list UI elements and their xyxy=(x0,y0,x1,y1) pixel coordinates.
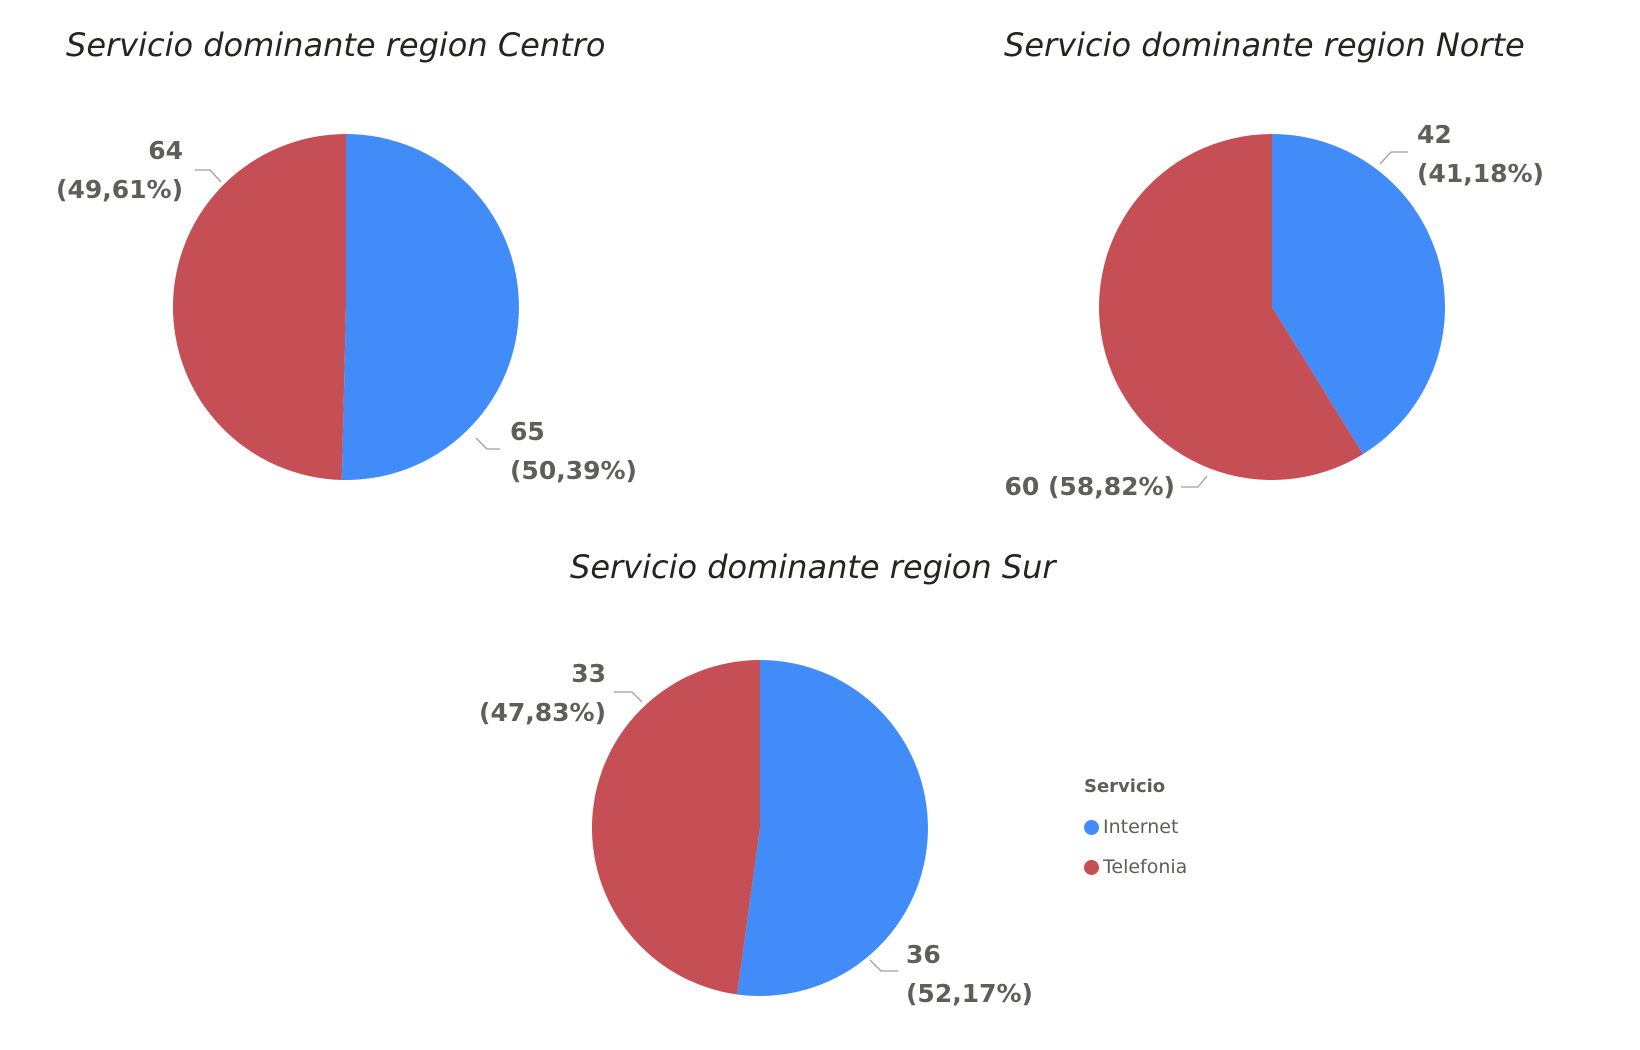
pie-slice-sur-telefonia[interactable] xyxy=(591,660,760,995)
chart-title-centro: Servicio dominante region Centro xyxy=(66,26,606,64)
data-label-centro-telefonia: 64 xyxy=(148,136,183,165)
legend-dot-internet xyxy=(1084,819,1099,835)
leader-line-sur-internet xyxy=(869,959,898,972)
pie-slice-centro-internet[interactable] xyxy=(341,134,519,480)
legend-title: Servicio xyxy=(1084,776,1166,797)
legend: Servicio Internet Telefonia xyxy=(1084,776,1187,887)
data-label-norte-internet: 42 xyxy=(1417,120,1452,149)
data-label-sur-telefonia: 33 xyxy=(571,659,606,688)
pie-slice-norte-telefonia[interactable] xyxy=(1099,134,1364,480)
data-label-norte-telefonia: 60 (58,82%) xyxy=(1005,472,1175,501)
chart-title-sur: Servicio dominante region Sur xyxy=(570,548,1056,586)
data-label-sur-internet: 36 xyxy=(906,940,941,969)
chart-title-norte: Servicio dominante region Norte xyxy=(1004,26,1525,64)
legend-dot-telefonia xyxy=(1084,859,1099,875)
pct-label-centro-telefonia: (49,61%) xyxy=(56,175,183,204)
legend-item-internet[interactable]: Internet xyxy=(1084,807,1187,847)
pie-slice-sur-internet[interactable] xyxy=(737,660,928,996)
pct-label-centro-internet: (50,39%) xyxy=(510,456,637,485)
pct-label-norte-internet: (41,18%) xyxy=(1417,159,1544,188)
leader-line-centro-telefonia xyxy=(195,169,222,183)
pie-slice-norte-internet[interactable] xyxy=(1272,134,1446,455)
leader-line-norte-internet xyxy=(1379,151,1408,165)
pie-slice-centro-telefonia[interactable] xyxy=(172,134,346,480)
legend-label-internet: Internet xyxy=(1103,816,1179,838)
pct-label-sur-telefonia: (47,83%) xyxy=(479,698,606,727)
legend-item-telefonia[interactable]: Telefonia xyxy=(1084,847,1187,887)
leader-line-centro-internet xyxy=(475,437,500,450)
leader-line-sur-telefonia xyxy=(614,691,643,703)
pct-label-sur-internet: (52,17%) xyxy=(906,979,1033,1008)
legend-label-telefonia: Telefonia xyxy=(1103,856,1188,878)
data-label-centro-internet: 65 xyxy=(510,417,545,446)
leader-line-norte-telefonia xyxy=(1181,475,1208,488)
